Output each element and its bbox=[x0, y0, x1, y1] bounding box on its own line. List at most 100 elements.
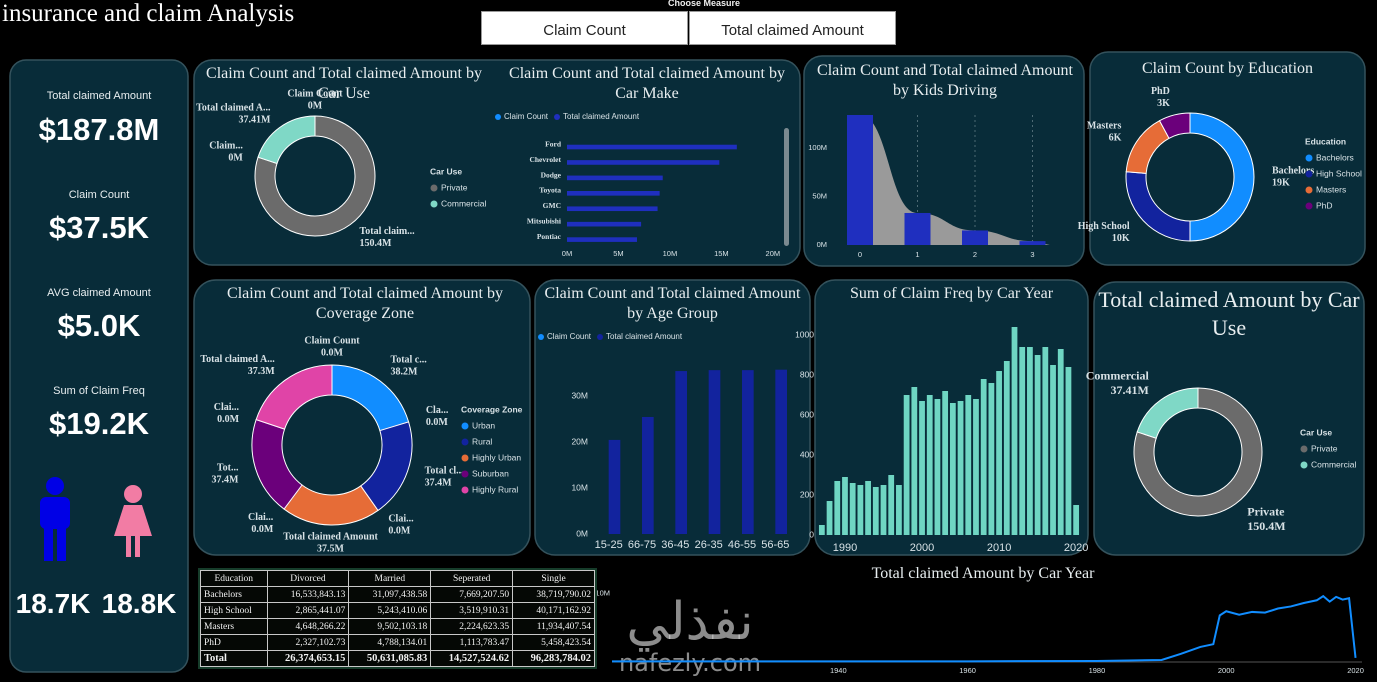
legend-swatch bbox=[1300, 461, 1308, 469]
measure-button[interactable]: Claim Count bbox=[481, 11, 688, 45]
bar bbox=[980, 379, 987, 535]
x-tick-label: 15-25 bbox=[595, 539, 623, 551]
legend-label: Rural bbox=[472, 436, 492, 446]
page-title: insurance and claim Analysis bbox=[2, 0, 295, 27]
x-tick-label: 1960 bbox=[959, 666, 976, 675]
icon-head bbox=[46, 477, 64, 495]
bar bbox=[642, 416, 654, 534]
x-tick-label: 0M bbox=[562, 249, 572, 258]
legend-label: Highly Urban bbox=[472, 452, 521, 462]
data-label: 6K bbox=[1109, 132, 1122, 143]
y-tick-label: 0M bbox=[576, 528, 588, 538]
y-tick-label: Ford bbox=[545, 139, 562, 148]
x-tick-label: 10M bbox=[663, 249, 678, 258]
table-cell: 2,327,102.73 bbox=[266, 634, 350, 651]
kpi-label: Sum of Claim Freq bbox=[53, 385, 145, 397]
legend-swatch bbox=[1305, 170, 1313, 178]
data-label: 150.4M bbox=[360, 238, 393, 249]
bar bbox=[919, 401, 925, 535]
data-label: Commercial bbox=[1086, 368, 1150, 382]
y-tick-label: Toyota bbox=[539, 186, 561, 195]
icon-leg bbox=[57, 525, 66, 561]
table-header: Divorced bbox=[266, 570, 350, 587]
legend-swatch bbox=[430, 200, 438, 208]
data-label: Total claimed A... bbox=[200, 354, 275, 365]
table-cell: 26,374,653.15 bbox=[266, 650, 350, 667]
y-tick-label: 1000 bbox=[795, 329, 814, 339]
donut-slice bbox=[1133, 387, 1263, 517]
legend-swatch bbox=[1305, 186, 1313, 194]
bar bbox=[675, 371, 687, 534]
data-label: Bachelors bbox=[1272, 165, 1314, 176]
data-label: 0.0M bbox=[251, 524, 274, 535]
legend-swatch bbox=[1305, 202, 1313, 210]
kpi-value: $37.5K bbox=[49, 210, 149, 245]
y-tick-label: 600 bbox=[800, 409, 814, 419]
data-label: 37.3M bbox=[248, 366, 276, 377]
data-label: 0.0M bbox=[426, 417, 449, 428]
kpi-value: $5.0K bbox=[57, 308, 141, 343]
y-tick-label: 10M bbox=[571, 482, 588, 492]
data-label: Claim... bbox=[209, 140, 243, 151]
y-tick-label: 50M bbox=[812, 191, 827, 200]
bar bbox=[896, 485, 902, 535]
donut-slice bbox=[254, 115, 376, 237]
table-cell: 2,865,441.07 bbox=[266, 602, 350, 619]
bar bbox=[988, 383, 995, 535]
y-tick-label: Chevrolet bbox=[529, 155, 561, 164]
bar bbox=[949, 403, 956, 535]
card bbox=[534, 279, 811, 556]
x-tick-label: 1980 bbox=[1089, 666, 1106, 675]
data-label: Cla... bbox=[426, 405, 449, 416]
chart-title: Claim Count and Total claimed Amount by … bbox=[509, 65, 785, 102]
x-tick-label: 1940 bbox=[830, 666, 847, 675]
bar bbox=[818, 525, 825, 535]
data-label: Tot... bbox=[217, 463, 239, 474]
y-tick-label: 800 bbox=[800, 369, 814, 379]
legend-label: High School bbox=[1316, 168, 1362, 178]
bar bbox=[842, 477, 848, 535]
data-label: Clai... bbox=[248, 512, 274, 523]
table-cell: 5,243,410.06 bbox=[348, 602, 432, 619]
data-label: 37.41M bbox=[1110, 383, 1148, 397]
bar bbox=[865, 481, 871, 535]
bar bbox=[1034, 355, 1041, 535]
table-cell: PhD bbox=[200, 634, 268, 651]
x-tick-label: 56-65 bbox=[761, 539, 789, 551]
legend-swatch bbox=[461, 422, 469, 430]
donut-slice bbox=[1189, 112, 1255, 242]
table-cell: Bachelors bbox=[200, 586, 268, 603]
bar bbox=[742, 370, 754, 534]
legend-swatch bbox=[461, 486, 469, 494]
y-tick-label: 100M bbox=[808, 143, 827, 152]
bar bbox=[1073, 505, 1080, 535]
bar bbox=[567, 144, 737, 150]
gender-value: 18.8K bbox=[101, 588, 177, 619]
kpi-card bbox=[9, 59, 189, 673]
bar bbox=[1027, 347, 1033, 535]
chart-title: Total claimed Amount by Car Use bbox=[1098, 287, 1360, 340]
legend-label: Claim Count bbox=[547, 332, 592, 341]
line bbox=[612, 594, 1357, 663]
data-label: 0M bbox=[308, 100, 323, 111]
bar bbox=[926, 395, 933, 535]
y-tick-label: 10M bbox=[595, 588, 610, 597]
legend-label: Highly Rural bbox=[472, 484, 518, 494]
bar bbox=[608, 439, 621, 534]
bar bbox=[942, 391, 949, 535]
legend-swatch bbox=[1305, 154, 1313, 162]
data-label: Clai... bbox=[214, 402, 240, 413]
donut-slice bbox=[1158, 112, 1191, 139]
legend-label: Urban bbox=[472, 420, 495, 430]
measure-button[interactable]: Total claimed Amount bbox=[689, 11, 896, 45]
y-tick-label: 20M bbox=[571, 436, 588, 446]
x-tick-label: 15M bbox=[714, 249, 729, 258]
table-cell: Total bbox=[200, 650, 268, 667]
data-label: 0.0M bbox=[388, 525, 411, 536]
data-label: Claim Count bbox=[304, 335, 360, 346]
scrollbar bbox=[784, 128, 789, 246]
table-header: Education bbox=[200, 570, 268, 587]
x-tick-label: 2000 bbox=[910, 542, 934, 554]
bar bbox=[965, 395, 972, 535]
